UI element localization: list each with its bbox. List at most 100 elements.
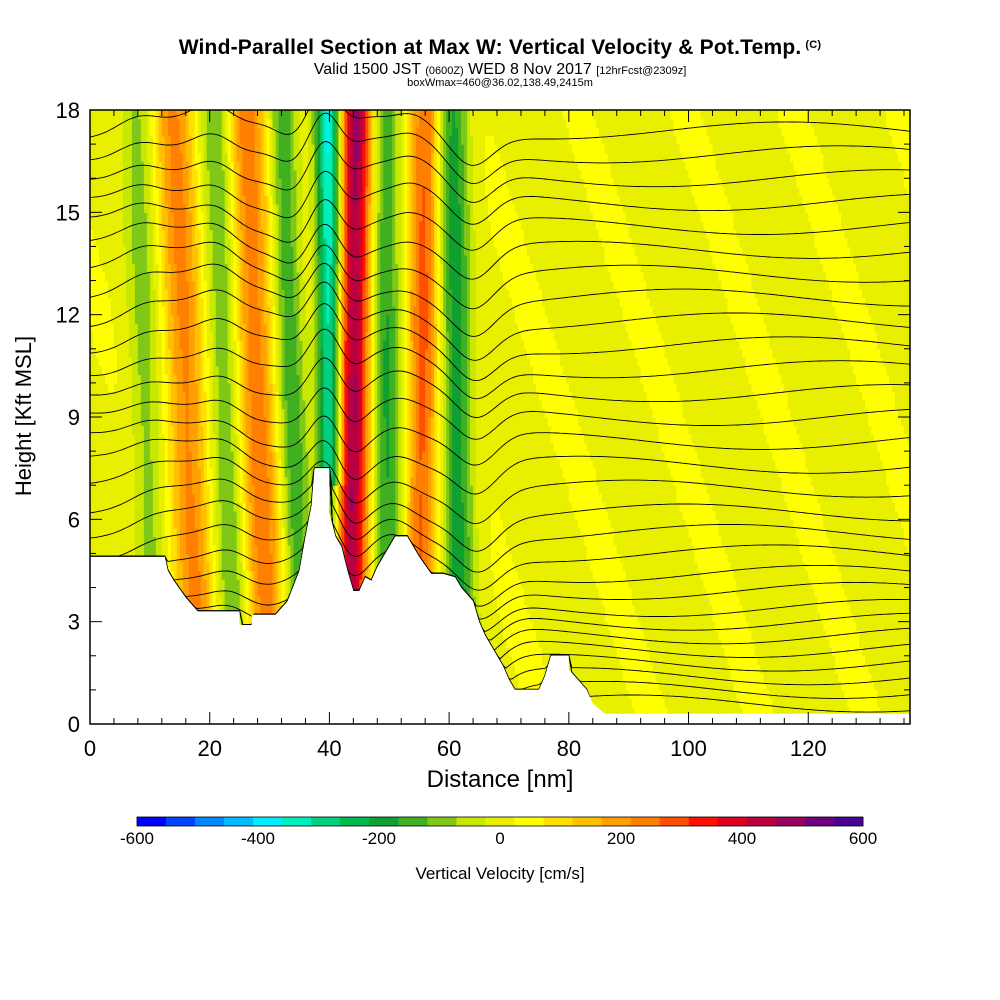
velocity-cell bbox=[92, 178, 97, 188]
velocity-cell bbox=[122, 519, 127, 529]
velocity-cell bbox=[104, 263, 109, 273]
velocity-cell bbox=[140, 118, 145, 128]
velocity-cell bbox=[110, 135, 115, 145]
velocity-cell bbox=[101, 485, 106, 495]
velocity-cell bbox=[140, 272, 145, 282]
velocity-cell bbox=[125, 118, 130, 128]
velocity-cell bbox=[98, 135, 103, 145]
velocity-cell bbox=[90, 425, 94, 435]
velocity-cell bbox=[140, 510, 145, 520]
velocity-cell bbox=[110, 203, 115, 213]
velocity-cell bbox=[107, 399, 112, 410]
velocity-cell bbox=[113, 254, 118, 265]
velocity-cell bbox=[95, 468, 100, 478]
velocity-cell bbox=[104, 254, 109, 265]
velocity-cell bbox=[125, 246, 130, 256]
velocity-cell bbox=[101, 331, 106, 341]
velocity-cell bbox=[98, 459, 103, 469]
velocity-cell bbox=[137, 237, 142, 248]
velocity-cell bbox=[101, 323, 106, 333]
velocity-cell bbox=[95, 306, 100, 316]
velocity-cell bbox=[98, 306, 103, 316]
velocity-cell bbox=[125, 220, 130, 230]
velocity-cell bbox=[140, 237, 145, 248]
velocity-cell bbox=[119, 195, 124, 205]
velocity-cell bbox=[104, 272, 109, 282]
velocity-cell bbox=[119, 434, 124, 444]
velocity-cell bbox=[137, 510, 142, 520]
velocity-cell bbox=[101, 382, 106, 393]
velocity-cell bbox=[116, 493, 121, 503]
velocity-cell bbox=[128, 442, 133, 452]
velocity-cell bbox=[104, 340, 109, 350]
velocity-cell bbox=[116, 527, 121, 537]
velocity-cell bbox=[110, 289, 115, 299]
velocity-cell bbox=[92, 263, 97, 273]
velocity-cell bbox=[113, 161, 118, 171]
velocity-cell bbox=[131, 340, 136, 350]
velocity-cell bbox=[125, 485, 130, 495]
velocity-cell bbox=[134, 178, 139, 188]
velocity-cell bbox=[134, 135, 139, 145]
velocity-cell bbox=[110, 434, 115, 444]
velocity-cell bbox=[95, 519, 100, 529]
velocity-cell bbox=[119, 519, 124, 529]
velocity-cell bbox=[143, 306, 148, 316]
velocity-cell bbox=[110, 272, 115, 282]
velocity-cell bbox=[131, 169, 136, 179]
velocity-cell bbox=[98, 289, 103, 299]
velocity-cell bbox=[137, 365, 142, 375]
velocity-cell bbox=[104, 417, 109, 427]
velocity-cell bbox=[92, 527, 97, 537]
velocity-cell bbox=[119, 425, 124, 435]
velocity-cell bbox=[131, 306, 136, 316]
velocity-cell bbox=[101, 314, 106, 324]
velocity-cell bbox=[104, 348, 109, 358]
velocity-cell bbox=[137, 374, 142, 384]
velocity-cell bbox=[140, 374, 145, 384]
velocity-cell bbox=[113, 229, 118, 239]
velocity-cell bbox=[134, 502, 139, 512]
velocity-cell bbox=[104, 169, 109, 179]
velocity-cell bbox=[134, 485, 139, 495]
velocity-cell bbox=[95, 374, 100, 384]
velocity-cell bbox=[101, 272, 106, 282]
velocity-cell bbox=[119, 408, 124, 418]
velocity-cell bbox=[116, 220, 121, 230]
velocity-cell bbox=[125, 203, 130, 213]
velocity-cell bbox=[90, 272, 94, 282]
velocity-cell bbox=[125, 144, 130, 154]
velocity-cell bbox=[110, 297, 115, 307]
velocity-cell bbox=[98, 203, 103, 213]
velocity-cell bbox=[140, 314, 145, 324]
velocity-cell bbox=[104, 536, 109, 546]
velocity-cell bbox=[107, 272, 112, 282]
velocity-cell bbox=[98, 161, 103, 171]
velocity-cell bbox=[110, 348, 115, 358]
velocity-cell bbox=[101, 195, 106, 205]
velocity-cell bbox=[131, 425, 136, 435]
velocity-cell bbox=[104, 118, 109, 128]
valid-date: WED 8 Nov 2017 bbox=[468, 61, 592, 78]
velocity-cell bbox=[113, 348, 118, 358]
velocity-cell bbox=[98, 527, 103, 537]
velocity-cell bbox=[104, 314, 109, 324]
velocity-cell bbox=[107, 485, 112, 495]
velocity-cell bbox=[137, 442, 142, 452]
velocity-cell bbox=[131, 212, 136, 222]
velocity-cell bbox=[92, 135, 97, 145]
velocity-cell bbox=[119, 152, 124, 162]
velocity-cell bbox=[110, 408, 115, 418]
velocity-cell bbox=[128, 220, 133, 230]
velocity-cell bbox=[92, 220, 97, 230]
velocity-cell bbox=[90, 493, 94, 503]
velocity-cell bbox=[90, 417, 94, 427]
velocity-cell bbox=[90, 246, 94, 256]
velocity-cell bbox=[101, 280, 106, 290]
velocity-cell bbox=[104, 135, 109, 145]
velocity-cell bbox=[116, 272, 121, 282]
velocity-cell bbox=[119, 254, 124, 265]
velocity-cell bbox=[110, 536, 115, 546]
velocity-cell bbox=[122, 434, 127, 444]
velocity-cell bbox=[101, 493, 106, 503]
